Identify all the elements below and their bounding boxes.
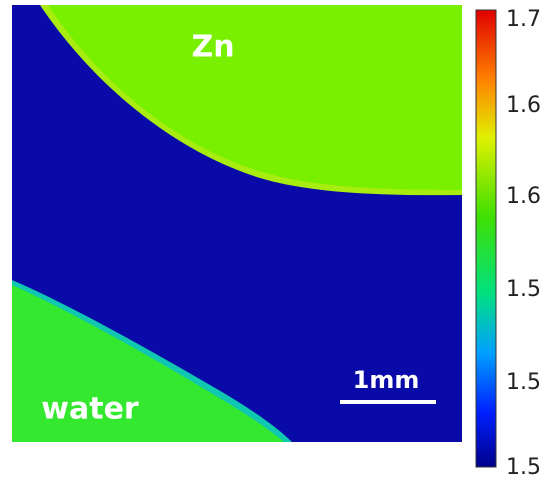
colorbar-tick-label: 1.5 (506, 370, 541, 395)
scale-bar-label: 1mm (353, 366, 420, 394)
colorbar (476, 10, 496, 467)
figure: Zn water 1mm 1.7 1.6 1.6 1.5 1.5 1.5 (0, 0, 552, 489)
colorbar-ticks: 1.7 1.6 1.6 1.5 1.5 1.5 (506, 7, 541, 480)
colorbar-tick-label: 1.7 (506, 7, 541, 32)
zn-label: Zn (191, 30, 234, 65)
colorbar-tick-label: 1.6 (506, 93, 541, 118)
page: Zn water 1mm 1.71.61.61.51.51.5 (() => {… (0, 0, 552, 489)
water-label: water (41, 392, 139, 427)
colorbar-tick-label: 1.6 (506, 184, 541, 209)
colorbar-tick-label: 1.5 (506, 455, 541, 480)
colorbar-tick-label: 1.5 (506, 277, 541, 302)
